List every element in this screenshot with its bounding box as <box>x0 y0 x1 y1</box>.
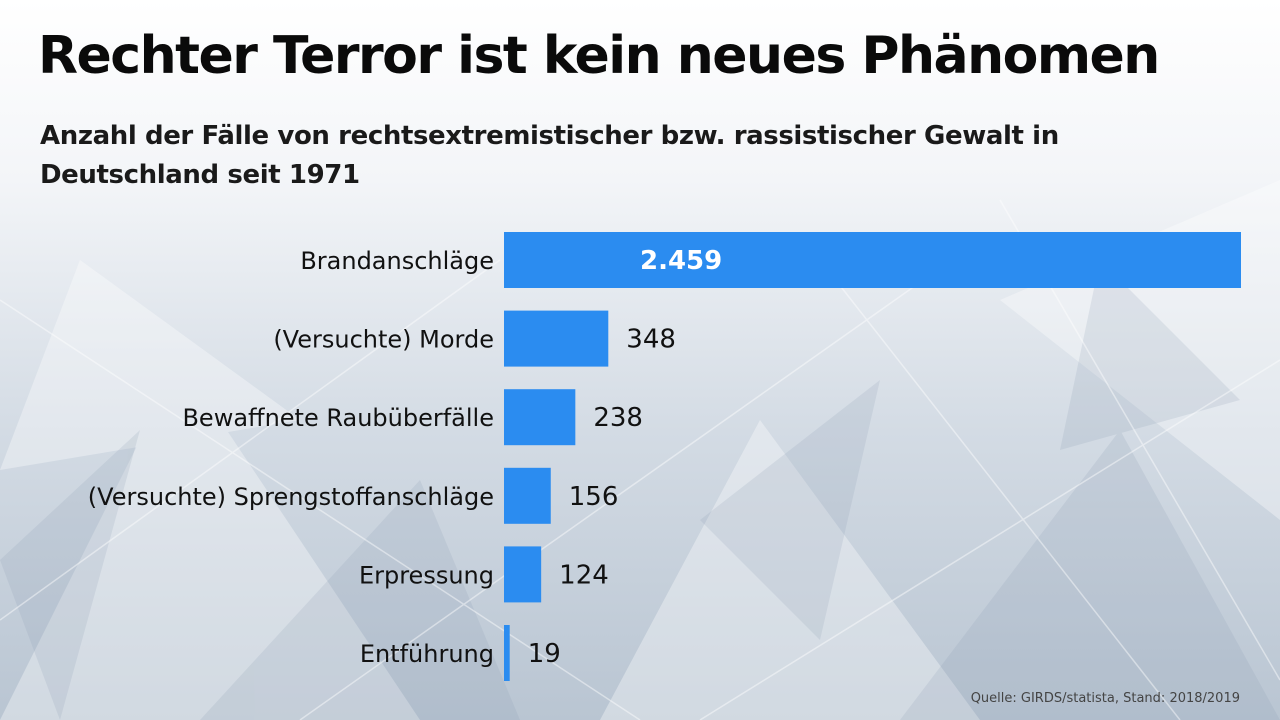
value-label: 156 <box>569 482 619 512</box>
category-label: Brandanschläge <box>300 247 494 275</box>
bar <box>504 310 609 367</box>
bar <box>504 232 1241 288</box>
bar <box>504 546 542 603</box>
category-label: (Versuchte) Sprengstoffanschläge <box>88 483 494 511</box>
value-label: 19 <box>528 639 561 669</box>
bar <box>504 389 576 446</box>
value-label: 124 <box>559 560 609 590</box>
category-label: (Versuchte) Morde <box>273 326 494 354</box>
category-label: Erpressung <box>359 561 494 589</box>
value-label: 238 <box>593 403 643 433</box>
page-title: Rechter Terror ist kein neues Phänomen <box>38 26 1160 86</box>
value-label: 2.459 <box>640 246 722 276</box>
category-label: Entführung <box>360 640 494 668</box>
value-label: 348 <box>626 325 676 355</box>
bar <box>504 467 551 524</box>
category-label: Bewaffnete Raubüberfälle <box>182 404 494 432</box>
source-note: Quelle: GIRDS/statista, Stand: 2018/2019 <box>970 691 1240 706</box>
page-subtitle: Anzahl der Fälle von rechtsextremistisch… <box>40 121 1059 190</box>
bar <box>504 625 510 681</box>
